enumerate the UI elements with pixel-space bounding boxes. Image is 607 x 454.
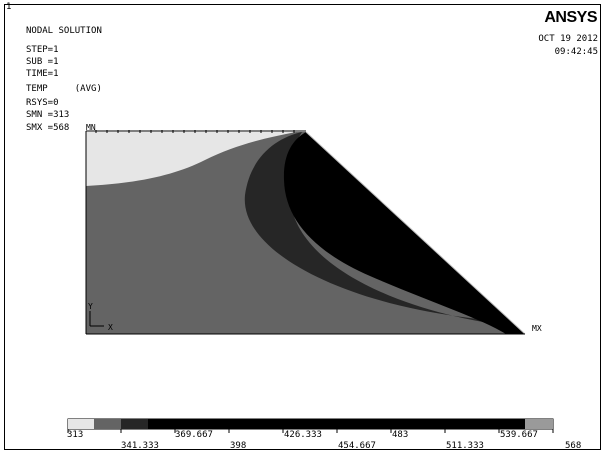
min-marker: MN [86, 123, 96, 132]
plot-date: OCT 19 2012 [538, 34, 598, 44]
axis-triad: Y X [88, 302, 113, 332]
axis-y-label: Y [88, 302, 93, 311]
legend-label-bottom-1: 341.333 [121, 441, 159, 451]
legend-color-bar [67, 418, 554, 433]
slant-edge [305, 131, 526, 335]
ansys-logo: ANSYS [544, 9, 597, 26]
param-time: TIME=1 [26, 69, 59, 79]
legend-label-bottom-3: 454.667 [338, 441, 376, 451]
legend-label-top-1: 313 [67, 430, 84, 440]
legend-band-3 [121, 419, 148, 429]
legend-label-bottom-5: 568 [565, 441, 582, 451]
param-smx: SMX =568 [26, 123, 70, 133]
contour-band-dark [244, 132, 516, 326]
legend-band-4-8 [148, 419, 525, 429]
param-step: STEP=1 [26, 45, 59, 55]
axis-x-label: X [108, 323, 113, 332]
legend-label-top-2: 369.667 [175, 430, 213, 440]
legend-label-top-3: 426.333 [284, 430, 322, 440]
legend-label-top-5: 539.667 [500, 430, 538, 440]
plot-title: NODAL SOLUTION [26, 26, 102, 36]
max-marker: MX [532, 324, 542, 333]
legend-label-bottom-4: 511.333 [446, 441, 484, 451]
window-number: 1 [6, 2, 12, 12]
param-sub: SUB =1 [26, 57, 59, 67]
param-rsys: RSYS=0 [26, 98, 59, 108]
contour-band-light [86, 132, 296, 186]
legend-label-bottom-2: 398 [230, 441, 247, 451]
plot-time: 09:42:45 [554, 47, 598, 57]
legend-band-1 [68, 419, 94, 429]
param-temp: TEMP (AVG) [26, 84, 102, 94]
legend-band-2 [94, 419, 121, 429]
legend-label-top-4: 483 [392, 430, 409, 440]
top-edge-ticks [86, 130, 306, 133]
legend-band-9 [525, 419, 553, 429]
param-smn: SMN =313 [26, 110, 70, 120]
contour-band-black [283, 132, 525, 334]
